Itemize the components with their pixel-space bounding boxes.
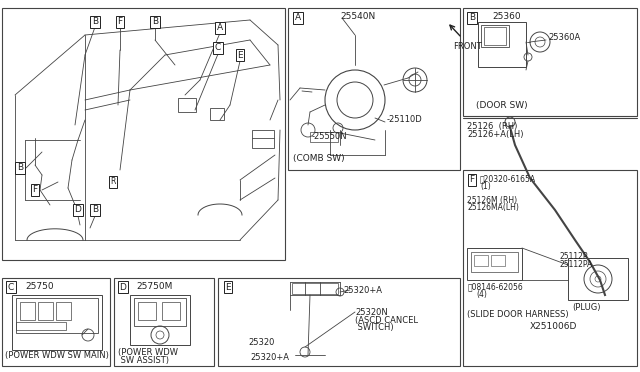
Bar bbox=[20, 302, 35, 320]
Bar bbox=[463, 8, 637, 116]
Text: B: B bbox=[92, 205, 98, 215]
Bar bbox=[471, 252, 518, 272]
Text: (POWER WDW SW MAIN): (POWER WDW SW MAIN) bbox=[5, 351, 109, 360]
Bar bbox=[310, 132, 338, 142]
Bar bbox=[478, 22, 526, 67]
Text: 25360: 25360 bbox=[492, 12, 520, 21]
Text: D: D bbox=[120, 282, 127, 292]
Text: X251006D: X251006D bbox=[530, 322, 577, 331]
Bar bbox=[134, 298, 186, 326]
Bar bbox=[288, 8, 460, 170]
Bar bbox=[16, 298, 98, 333]
Bar bbox=[12, 295, 102, 350]
Text: (COMB SW): (COMB SW) bbox=[293, 154, 344, 163]
Text: -25110D: -25110D bbox=[387, 115, 423, 125]
Text: (POWER WDW: (POWER WDW bbox=[118, 348, 178, 357]
Text: E: E bbox=[225, 282, 231, 292]
Text: C: C bbox=[8, 282, 14, 292]
Text: (1): (1) bbox=[480, 182, 491, 191]
Bar bbox=[38, 302, 53, 320]
Bar bbox=[292, 283, 338, 294]
Text: 25320+A: 25320+A bbox=[343, 286, 382, 295]
Text: B: B bbox=[469, 13, 475, 22]
Text: 25126+A(LH): 25126+A(LH) bbox=[467, 130, 524, 139]
Text: (PLUG): (PLUG) bbox=[572, 303, 600, 312]
Text: SWITCH): SWITCH) bbox=[355, 323, 394, 332]
Bar bbox=[568, 258, 628, 300]
Text: Ⓑ08146-62056: Ⓑ08146-62056 bbox=[468, 282, 524, 291]
Text: 25112PA: 25112PA bbox=[560, 260, 593, 269]
Bar bbox=[16, 322, 66, 330]
Text: F: F bbox=[469, 176, 475, 185]
Bar bbox=[467, 248, 522, 280]
Bar bbox=[484, 27, 506, 45]
Text: R: R bbox=[110, 177, 116, 186]
Text: 25360A: 25360A bbox=[548, 33, 580, 42]
Bar bbox=[474, 255, 488, 266]
Text: (4): (4) bbox=[476, 290, 487, 299]
Text: (ASCD CANCEL: (ASCD CANCEL bbox=[355, 316, 418, 325]
Bar bbox=[463, 170, 637, 366]
Bar bbox=[2, 8, 285, 260]
Text: (DOOR SW): (DOOR SW) bbox=[476, 101, 527, 110]
Text: A: A bbox=[295, 13, 301, 22]
Text: 25126M (RH): 25126M (RH) bbox=[467, 196, 517, 205]
Text: C: C bbox=[215, 44, 221, 52]
Text: -25550N: -25550N bbox=[312, 132, 348, 141]
Text: B: B bbox=[92, 17, 98, 26]
Text: 25320: 25320 bbox=[248, 338, 275, 347]
Bar bbox=[2, 278, 110, 366]
Bar bbox=[130, 295, 190, 345]
Text: 25320+A: 25320+A bbox=[250, 353, 289, 362]
Text: (SLIDE DOOR HARNESS): (SLIDE DOOR HARNESS) bbox=[467, 310, 568, 319]
Text: FRONT: FRONT bbox=[453, 42, 482, 51]
Bar bbox=[218, 278, 460, 366]
Text: F: F bbox=[33, 186, 38, 195]
Bar bbox=[56, 302, 71, 320]
Text: 25750M: 25750M bbox=[136, 282, 172, 291]
Bar bbox=[491, 255, 505, 266]
Text: 25126  (RH): 25126 (RH) bbox=[467, 122, 517, 131]
Bar bbox=[178, 98, 196, 112]
Text: Ⓒ20320-6165A: Ⓒ20320-6165A bbox=[480, 174, 536, 183]
Bar bbox=[162, 302, 180, 320]
Text: B: B bbox=[17, 164, 23, 173]
Text: 25112P: 25112P bbox=[560, 252, 589, 261]
Bar bbox=[114, 278, 214, 366]
Bar bbox=[252, 130, 274, 148]
Text: B: B bbox=[152, 17, 158, 26]
Text: E: E bbox=[237, 51, 243, 60]
Text: F: F bbox=[117, 17, 123, 26]
Text: 25540N: 25540N bbox=[340, 12, 375, 21]
Text: D: D bbox=[75, 205, 81, 215]
Text: SW ASSIST): SW ASSIST) bbox=[118, 356, 169, 365]
Bar bbox=[138, 302, 156, 320]
Text: 25750: 25750 bbox=[25, 282, 54, 291]
Bar bbox=[481, 25, 509, 47]
Text: A: A bbox=[217, 23, 223, 32]
Text: 25320N: 25320N bbox=[355, 308, 388, 317]
Bar bbox=[210, 108, 224, 120]
Text: 25126MA(LH): 25126MA(LH) bbox=[467, 203, 519, 212]
